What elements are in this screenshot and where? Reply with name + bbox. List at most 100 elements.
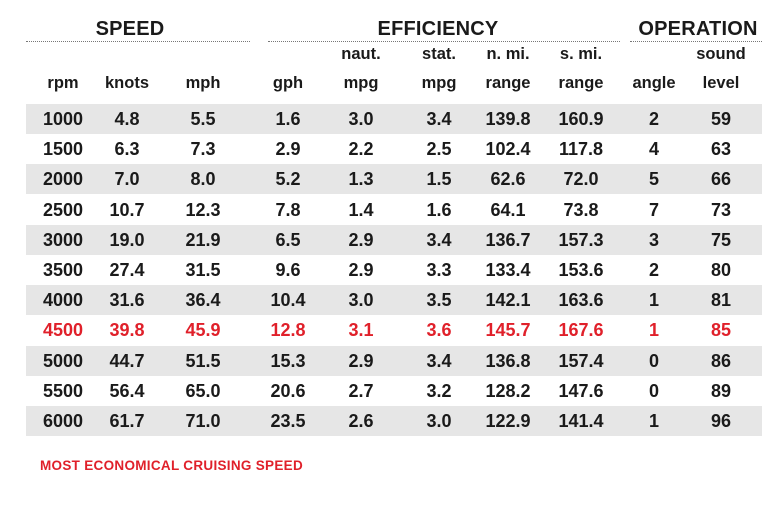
table-cell: 3000 [42,229,84,250]
column-header-line2: mpg [343,74,379,92]
table-cell: 45.9 [185,320,221,341]
table-cell: 1.3 [348,169,374,190]
table-cell: 1.4 [348,199,374,220]
table-cell: 20.6 [270,380,306,401]
table-row: 1000 4.8 5.5 1.6 3.0 3.4 139.8 160.9 2 59 [26,104,762,134]
table-cell: 9.6 [275,260,301,280]
table-cell: 64.1 [490,199,526,220]
table-cell: 12.8 [270,320,306,341]
table-cell: 8.0 [190,169,216,190]
table-cell: 160.9 [558,109,604,129]
table-cell: 2.6 [348,411,374,431]
table-cell: 0 [648,380,659,401]
table-cell: 23.5 [270,411,306,431]
table-cell: 71.0 [185,411,221,431]
table-cell: 5500 [42,380,84,401]
column-header-line2: range [558,74,604,92]
table-cell: 89 [710,380,732,401]
table-cell: 102.4 [485,139,531,160]
table-row: 6000 61.7 71.0 23.5 2.6 3.0 122.9 141.4 1 96 [26,406,762,436]
table-cell: 4500 [42,320,84,341]
table-cell: 15.3 [270,350,306,371]
table-cell: 2 [648,260,659,280]
table-cell: 27.4 [109,260,145,280]
table-cell: 63 [710,139,732,160]
table-cell: 145.7 [485,320,531,341]
table-cell: 66 [710,169,732,190]
table-cell: 80 [710,260,732,280]
table-cell: 1.6 [275,109,301,129]
table-cell: 3.4 [426,109,452,129]
group-heading-speed: SPEED [95,18,165,40]
table-row: 4000 31.6 36.4 10.4 3.0 3.5 142.1 163.6 1 81 [26,285,762,316]
table-cell: 2.7 [348,380,374,401]
group-heading-efficiency: EFFICIENCY [377,18,499,40]
table-cell: 44.7 [109,350,145,371]
table-cell: 3.3 [426,260,452,280]
table-row: 2000 7.0 8.0 5.2 1.3 1.5 62.6 72.0 5 66 [26,164,762,195]
table-cell: 4.8 [114,109,140,129]
footnote-economical-speed: MOST ECONOMICAL CRUISING SPEED [40,458,304,473]
table-cell: 31.6 [109,290,145,311]
table-cell: 2.2 [348,139,374,160]
group-heading-operation: OPERATION [638,18,758,40]
table-cell: 1 [648,411,659,431]
table-cell: 6.3 [114,139,140,160]
table-cell: 5000 [42,350,84,371]
table-cell: 3.0 [426,411,452,431]
table-cell: 5.2 [275,169,301,190]
column-header-line2: gph [272,74,304,92]
table-cell: 73 [710,199,732,220]
table-cell: 3.4 [426,229,452,250]
table-cell: 2.5 [426,139,452,160]
table-cell: 75 [710,229,732,250]
table-cell: 147.6 [558,380,604,401]
table-cell: 3 [648,229,659,250]
table-cell: 3.0 [348,290,374,311]
table-cell: 21.9 [185,229,221,250]
table-cell: 36.4 [185,290,221,311]
group-rule-operation [630,41,762,42]
table-row: 5500 56.4 65.0 20.6 2.7 3.2 128.2 147.6 0 89 [26,376,762,406]
table-row: 3000 19.0 21.9 6.5 2.9 3.4 136.7 157.3 3 75 [26,224,762,255]
table-cell: 157.3 [558,229,604,250]
table-cell: 7.3 [190,139,216,160]
column-header-line2: angle [632,74,676,92]
table-cell: 72.0 [563,169,599,190]
table-cell: 3.0 [348,109,374,129]
table-cell: 65.0 [185,380,221,401]
table-cell: 7 [648,199,659,220]
table-cell: 0 [648,350,659,371]
column-header-line2: rpm [47,74,79,92]
column-header-line2: range [485,74,531,92]
table-cell: 122.9 [485,411,531,431]
table-row: 2500 10.7 12.3 7.8 1.4 1.6 64.1 73.8 7 73 [26,195,762,225]
table-row: 1500 6.3 7.3 2.9 2.2 2.5 102.4 117.8 4 63 [26,134,762,164]
table-cell: 4 [648,139,659,160]
table-cell: 6.5 [275,229,301,250]
table-cell: 61.7 [109,411,145,431]
table-cell: 128.2 [485,380,531,401]
table-cell: 2.9 [348,260,374,280]
table-cell: 81 [710,290,732,311]
table-cell: 7.0 [114,169,140,190]
column-header-line1: s. mi. [559,45,603,63]
table-cell: 3.1 [348,320,374,341]
table-cell: 39.8 [109,320,145,341]
table-cell: 136.7 [485,229,531,250]
table-cell: 73.8 [563,199,599,220]
column-header-line1: n. mi. [486,45,530,63]
column-header-line1: naut. [341,45,381,63]
table-cell: 86 [710,350,732,371]
table-cell: 62.6 [490,169,526,190]
table-cell: 1000 [42,109,84,129]
table-cell: 12.3 [185,199,221,220]
table-cell: 10.4 [270,290,306,311]
table-cell: 5.5 [190,109,216,129]
table-row: 3500 27.4 31.5 9.6 2.9 3.3 133.4 153.6 2 80 [26,255,762,285]
table-cell: 2.9 [348,229,374,250]
table-cell: 10.7 [109,199,145,220]
column-header-line2: mpg [421,74,457,92]
table-cell: 117.8 [558,139,604,160]
table-cell: 6000 [42,411,84,431]
